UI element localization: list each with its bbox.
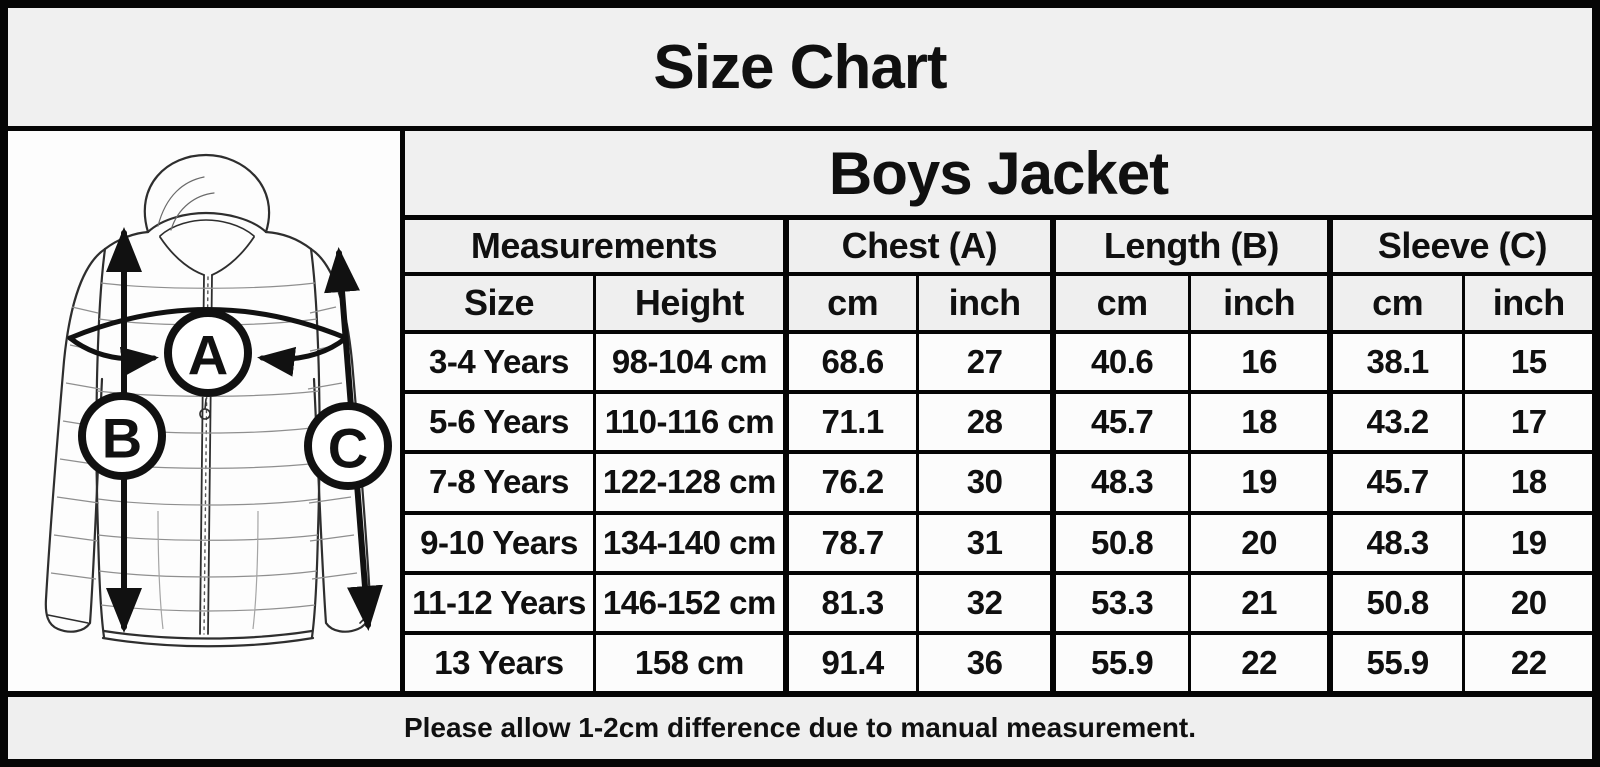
column-group-chest: Chest (A) xyxy=(782,215,1050,272)
column-group-sleeve: Sleeve (C) xyxy=(1326,215,1592,272)
column-header-size: Size xyxy=(405,272,593,330)
table-cell: 27 xyxy=(916,330,1050,391)
table-cell: 81.3 xyxy=(782,570,917,631)
table-cell: 45.7 xyxy=(1049,390,1189,451)
table-cell: 20 xyxy=(1188,510,1327,571)
column-group-measurements: Measurements xyxy=(405,215,783,272)
table-cell: 32 xyxy=(916,570,1050,631)
table-cell: 122-128 cm xyxy=(592,450,783,511)
label-a: A xyxy=(188,324,228,387)
table-cell: 11-12 Years xyxy=(405,570,593,631)
page-title: Size Chart xyxy=(8,8,1592,131)
table-cell: 22 xyxy=(1188,630,1327,691)
table-cell: 53.3 xyxy=(1049,570,1189,631)
table-cell: 22 xyxy=(1462,630,1592,691)
table-cell: 30 xyxy=(916,450,1050,511)
column-header-sleeve-cm: cm xyxy=(1326,272,1463,330)
table-cell: 43.2 xyxy=(1326,390,1463,451)
measurement-badge-b: B xyxy=(78,392,166,480)
table-cell: 98-104 cm xyxy=(592,330,783,391)
table-cell: 36 xyxy=(916,630,1050,691)
column-header-height: Height xyxy=(592,272,783,330)
table-cell: 28 xyxy=(916,390,1050,451)
table-cell: 91.4 xyxy=(782,630,917,691)
table-cell: 3-4 Years xyxy=(405,330,593,391)
table-cell: 78.7 xyxy=(782,510,917,571)
table-cell: 45.7 xyxy=(1326,450,1463,511)
column-header-chest-inch: inch xyxy=(916,272,1050,330)
table-cell: 19 xyxy=(1462,510,1592,571)
table-cell: 40.6 xyxy=(1049,330,1189,391)
table-cell: 158 cm xyxy=(592,630,783,691)
column-header-length-inch: inch xyxy=(1188,272,1327,330)
table-cell: 48.3 xyxy=(1049,450,1189,511)
table-cell: 50.8 xyxy=(1326,570,1463,631)
table-cell: 76.2 xyxy=(782,450,917,511)
column-header-length-cm: cm xyxy=(1049,272,1189,330)
measurement-disclaimer: Please allow 1-2cm difference due to man… xyxy=(8,691,1592,759)
jacket-diagram-panel: A B C xyxy=(8,131,400,691)
table-cell: 19 xyxy=(1188,450,1327,511)
table-cell: 15 xyxy=(1462,330,1592,391)
table-cell: 7-8 Years xyxy=(405,450,593,511)
table-cell: 31 xyxy=(916,510,1050,571)
column-group-length: Length (B) xyxy=(1049,215,1327,272)
table-cell: 50.8 xyxy=(1049,510,1189,571)
table-cell: 17 xyxy=(1462,390,1592,451)
table-cell: 13 Years xyxy=(405,630,593,691)
table-cell: 18 xyxy=(1188,390,1327,451)
table-cell: 71.1 xyxy=(782,390,917,451)
product-title: Boys Jacket xyxy=(405,131,1592,215)
column-header-chest-cm: cm xyxy=(782,272,917,330)
table-cell: 20 xyxy=(1462,570,1592,631)
table-cell: 48.3 xyxy=(1326,510,1463,571)
table-cell: 55.9 xyxy=(1326,630,1463,691)
content-area: A B C Boys Jacket Measurements Chest (A)… xyxy=(8,131,1592,691)
table-cell: 68.6 xyxy=(782,330,917,391)
table-cell: 110-116 cm xyxy=(592,390,783,451)
label-b: B xyxy=(102,407,142,470)
table-cell: 9-10 Years xyxy=(405,510,593,571)
table-cell: 55.9 xyxy=(1049,630,1189,691)
table-cell: 16 xyxy=(1188,330,1327,391)
jacket-diagram: A B C xyxy=(44,153,392,648)
table-cell: 18 xyxy=(1462,450,1592,511)
table-cell: 21 xyxy=(1188,570,1327,631)
column-header-sleeve-inch: inch xyxy=(1462,272,1592,330)
jacket-outline xyxy=(44,153,372,648)
label-c: C xyxy=(328,417,368,480)
measurement-badge-a: A xyxy=(164,309,252,397)
table-cell: 134-140 cm xyxy=(592,510,783,571)
measurement-badge-c: C xyxy=(304,402,392,490)
table-cell: 5-6 Years xyxy=(405,390,593,451)
size-table: Boys Jacket Measurements Chest (A) Lengt… xyxy=(400,131,1592,691)
table-cell: 146-152 cm xyxy=(592,570,783,631)
table-cell: 38.1 xyxy=(1326,330,1463,391)
